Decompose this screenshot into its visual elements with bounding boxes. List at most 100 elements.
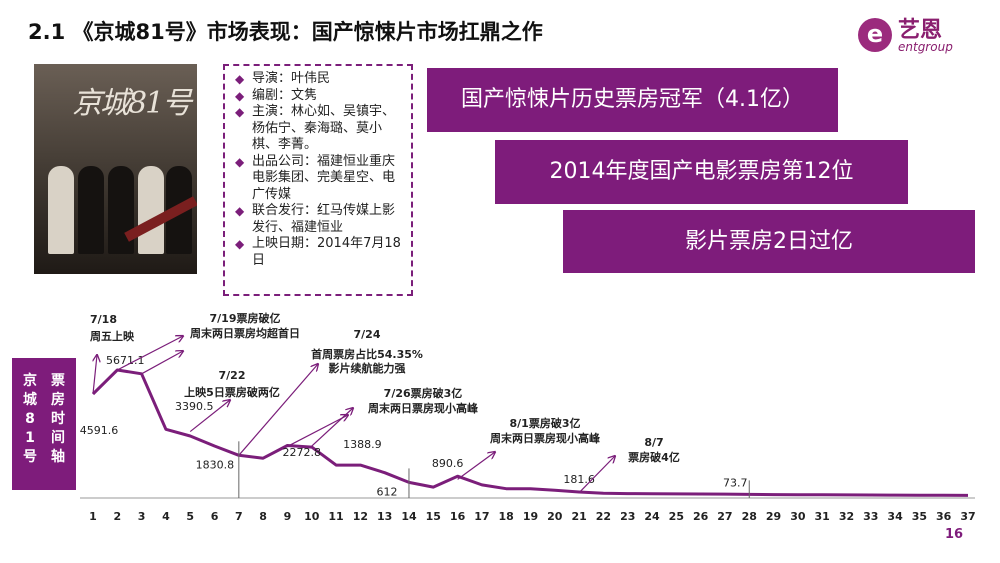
poster-figure (138, 166, 164, 254)
x-tick-label: 8 (259, 510, 267, 523)
x-tick-label: 30 (790, 510, 806, 523)
x-tick-label: 3 (138, 510, 146, 523)
annotation-date: 7/26票房破3亿 (384, 386, 463, 400)
poster-figure (48, 166, 74, 254)
annotation-text: 上映5日票房破两亿 (184, 385, 280, 399)
annotation-text: 影片续航能力强 (329, 361, 406, 375)
diamond-bullet-icon: ◆ (235, 154, 245, 169)
x-tick-label: 19 (523, 510, 538, 523)
x-tick-label: 37 (960, 510, 975, 523)
x-tick-label: 1 (89, 510, 97, 523)
x-tick-label: 6 (211, 510, 219, 523)
x-tick-label: 7 (235, 510, 243, 523)
info-item-distributors: ◆ 联合发行：红马传媒上影发行、福建恒业 (235, 203, 396, 235)
annotation-arrow (117, 336, 183, 371)
x-tick-label: 27 (717, 510, 732, 523)
x-tick-label: 28 (742, 510, 757, 523)
annotation-arrow (189, 400, 230, 433)
x-tick-label: 22 (596, 510, 611, 523)
x-tick-label: 4 (162, 510, 170, 523)
movie-poster: 京城81号 (34, 64, 197, 274)
x-tick-label: 10 (304, 510, 320, 523)
annotation-arrow (141, 351, 183, 375)
x-tick-label: 26 (693, 510, 709, 523)
x-tick-label: 34 (887, 510, 903, 523)
annotation-text: 首周票房占比54.35% (311, 347, 423, 361)
data-label: 73.7 (723, 476, 748, 489)
info-item-writer: ◆ 编剧：文隽 (235, 87, 318, 103)
annotation-arrow (287, 415, 348, 447)
diamond-bullet-icon: ◆ (235, 72, 245, 86)
x-tick-label: 18 (499, 510, 514, 523)
poster-title: 京城81号 (72, 86, 192, 121)
x-tick-label: 15 (426, 510, 441, 523)
x-tick-label: 17 (474, 510, 489, 523)
annotation-arrow (457, 452, 495, 480)
annotation-date: 7/24 (354, 328, 381, 341)
x-tick-label: 2 (113, 510, 121, 523)
film-info-box: ◆ 导演：叶伟民 ◆ 编剧：文隽 ◆ 主演：林心如、吴镇宇、杨佑宁、秦海璐、莫小棋、李… (223, 64, 413, 296)
x-tick-label: 32 (839, 510, 854, 523)
annotation-arrow (93, 355, 97, 395)
x-tick-label: 11 (328, 510, 343, 523)
annotation-date: 7/19票房破亿 (210, 311, 281, 325)
x-tick-label: 16 (450, 510, 466, 523)
diamond-bullet-icon: ◆ (235, 105, 245, 119)
page-number: 16 (945, 527, 964, 542)
data-label: 181.6 (563, 473, 595, 486)
data-label: 5671.1 (106, 354, 145, 367)
annotation-text: 周末两日票房现小高峰 (490, 431, 601, 445)
info-item-producers: ◆ 出品公司：福建恒业重庆电影集团、完美星空、电广传媒 (235, 153, 396, 202)
diamond-bullet-icon: ◆ (235, 204, 245, 218)
x-tick-label: 9 (284, 510, 292, 523)
side-label-column: 京 城 8 1 号 (23, 373, 37, 465)
banner-box-office-champion: 国产惊悚片历史票房冠军（4.1亿） (427, 68, 838, 132)
banner-annual-rank: 2014年度国产电影票房第12位 (495, 140, 908, 204)
x-tick-label: 20 (547, 510, 563, 523)
page-title: 2.1 《京城81号》市场表现：国产惊悚片市场扛鼎之作 (28, 20, 543, 44)
x-tick-label: 35 (912, 510, 927, 523)
x-tick-label: 29 (766, 510, 781, 523)
logo-subtitle: entgroup (898, 40, 953, 54)
side-label-column: 票 房 时 间 轴 (51, 373, 65, 465)
annotation-date: 8/1票房破3亿 (510, 416, 581, 430)
annotation-text: 周末两日票房均超首日 (190, 326, 300, 340)
info-item-release-date: ◆ 上映日期：2014年7月18日 (235, 236, 401, 268)
annotation-text: 票房破4亿 (628, 450, 680, 464)
x-tick-label: 23 (620, 510, 635, 523)
logo-name: 艺恩 (898, 18, 943, 43)
data-label: 612 (376, 485, 397, 498)
banner-two-days-100m: 影片票房2日过亿 (563, 210, 975, 273)
diamond-bullet-icon: ◆ (235, 88, 245, 103)
chart-side-label: 京 城 8 1 号 票 房 时 间 轴 (12, 358, 76, 490)
x-tick-label: 12 (353, 510, 368, 523)
x-tick-label: 33 (863, 510, 878, 523)
annotation-arrow (578, 456, 615, 494)
x-tick-label: 5 (186, 510, 194, 523)
diamond-bullet-icon: ◆ (235, 237, 245, 251)
info-item-cast: ◆ 主演：林心如、吴镇宇、杨佑宁、秦海璐、莫小棋、李菁。 (235, 104, 396, 152)
x-tick-label: 36 (936, 510, 952, 523)
info-item-director: ◆ 导演：叶伟民 (235, 71, 331, 86)
x-tick-label: 14 (401, 510, 417, 523)
x-tick-label: 21 (571, 510, 586, 523)
x-tick-label: 31 (815, 510, 830, 523)
data-label: 1830.8 (196, 458, 235, 471)
data-label: 3390.5 (175, 400, 214, 413)
annotation-date: 7/18 (90, 313, 117, 326)
poster-figure (78, 166, 104, 254)
data-label: 4591.6 (80, 424, 119, 437)
annotation-date: 8/7 (644, 436, 663, 449)
x-tick-label: 24 (644, 510, 660, 523)
annotation-text: 周五上映 (90, 329, 135, 343)
data-label: 890.6 (432, 457, 464, 470)
annotation-date: 7/22 (219, 369, 246, 382)
x-tick-label: 25 (669, 510, 684, 523)
logo-mark-icon: e (858, 18, 892, 52)
x-tick-label: 13 (377, 510, 392, 523)
data-label: 1388.9 (343, 438, 382, 451)
annotation-text: 周末两日票房现小高峰 (368, 401, 479, 415)
annotation-arrow (238, 364, 318, 456)
data-label: 2272.8 (283, 446, 322, 459)
